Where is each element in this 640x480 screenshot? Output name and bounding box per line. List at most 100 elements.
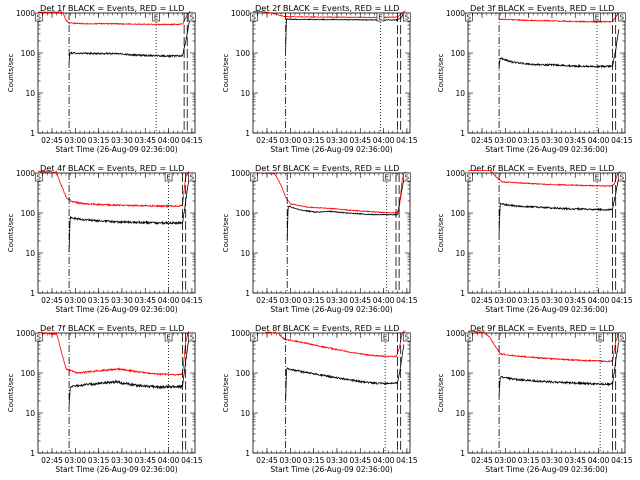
y-tick-label: 10 <box>240 89 250 98</box>
y-axis-label: Counts/sec <box>437 374 445 413</box>
x-tick-label: 02:45 <box>41 456 63 465</box>
y-axis-label: Counts/sec <box>7 54 15 93</box>
x-tick-label: 03:45 <box>564 136 586 145</box>
series-lld-line <box>38 170 190 209</box>
marker-box <box>593 172 601 182</box>
series-events-line <box>285 12 406 51</box>
y-tick-label: 1000 <box>446 329 465 338</box>
x-tick-label: 03:30 <box>326 136 348 145</box>
x-tick-label: 02:45 <box>41 296 63 305</box>
y-tick-label: 1 <box>460 449 465 458</box>
marker-label: E <box>383 334 387 342</box>
x-axis-label: Start Time (26-Aug-09 02:36:00) <box>55 305 177 314</box>
marker-label: E <box>154 14 158 22</box>
plot-frame <box>467 172 626 294</box>
x-tick-label: 04:15 <box>611 136 633 145</box>
x-tick-label: 04:15 <box>181 296 203 305</box>
y-tick-label: 10 <box>240 249 250 258</box>
panel-2f: Det 2f BLACK = Events, RED = LLD 1 10 100 10… <box>222 3 418 154</box>
series-events-line <box>498 176 620 234</box>
marker-box <box>188 332 196 342</box>
x-axis-label: Start Time (26-Aug-09 02:36:00) <box>485 465 607 474</box>
y-tick-label: 1 <box>30 289 35 298</box>
marker-label: E <box>166 334 170 342</box>
y-tick-label: 1000 <box>16 9 35 18</box>
y-tick-label: 100 <box>451 209 466 218</box>
panel-5f: Det 5f BLACK = Events, RED = LLD 1 10 100 10… <box>222 163 418 314</box>
marker-box <box>403 12 411 22</box>
x-tick-label: 04:15 <box>611 456 633 465</box>
series-lld-line <box>38 10 191 26</box>
panel-title: Det 3f BLACK = Events, RED = LLD <box>470 3 614 13</box>
marker-label: S <box>190 334 195 342</box>
x-tick-label: 03:30 <box>326 456 348 465</box>
x-tick-label: 04:00 <box>588 456 610 465</box>
y-tick-label: 100 <box>236 369 251 378</box>
x-tick-label: 03:30 <box>111 296 133 305</box>
series-events-line <box>68 15 191 62</box>
marker-box <box>464 332 473 342</box>
x-tick-label: 04:00 <box>588 136 610 145</box>
x-axis-label: Start Time (26-Aug-09 02:36:00) <box>270 305 392 314</box>
x-tick-label: 04:15 <box>396 136 418 145</box>
y-axis-label: Counts/sec <box>7 374 15 413</box>
y-tick-label: 1000 <box>446 9 465 18</box>
marker-box <box>376 12 385 22</box>
y-tick-label: 10 <box>25 89 35 98</box>
x-tick-label: 03:15 <box>303 296 325 305</box>
x-tick-label: 03:15 <box>88 296 110 305</box>
y-tick-label: 1000 <box>446 169 465 178</box>
marker-box <box>596 332 604 342</box>
x-tick-label: 03:00 <box>494 456 516 465</box>
x-tick-label: 03:00 <box>279 296 301 305</box>
x-axis-label: Start Time (26-Aug-09 02:36:00) <box>270 465 392 474</box>
panel-title: Det 2f BLACK = Events, RED = LLD <box>255 3 399 13</box>
x-tick-label: 03:45 <box>134 136 156 145</box>
x-tick-label: 03:45 <box>134 456 156 465</box>
marker-box <box>403 332 411 342</box>
x-tick-label: 02:45 <box>41 136 63 145</box>
y-axis-label: Counts/sec <box>222 374 230 413</box>
marker-label: S <box>252 174 257 182</box>
plot-frame <box>252 172 411 294</box>
marker-box <box>249 172 258 182</box>
marker-box <box>188 172 196 182</box>
plot-frame <box>37 172 196 294</box>
x-tick-label: 03:15 <box>518 296 540 305</box>
marker-box <box>249 332 258 342</box>
x-tick-label: 03:00 <box>64 136 86 145</box>
x-tick-label: 04:15 <box>396 296 418 305</box>
x-tick-label: 03:15 <box>88 136 110 145</box>
x-tick-label: 03:45 <box>349 456 371 465</box>
marker-label: S <box>252 14 257 22</box>
y-axis-label: Counts/sec <box>7 214 15 253</box>
marker-box <box>381 332 389 342</box>
y-tick-label: 100 <box>21 49 36 58</box>
x-axis-label: Start Time (26-Aug-09 02:36:00) <box>485 145 607 154</box>
marker-box <box>188 12 196 22</box>
series-events-line <box>285 344 405 402</box>
x-tick-label: 03:00 <box>494 136 516 145</box>
y-axis-label: Counts/sec <box>437 214 445 253</box>
x-tick-label: 02:45 <box>471 296 493 305</box>
x-tick-label: 03:45 <box>349 136 371 145</box>
y-axis-label: Counts/sec <box>222 54 230 93</box>
marker-label: S <box>37 334 42 342</box>
y-tick-label: 1 <box>245 129 250 138</box>
x-tick-label: 04:00 <box>373 136 395 145</box>
marker-label: E <box>598 334 602 342</box>
marker-label: S <box>467 14 472 22</box>
marker-box <box>34 172 43 182</box>
y-tick-label: 1 <box>245 289 250 298</box>
panel-title: Det 5f BLACK = Events, RED = LLD <box>255 163 399 173</box>
y-tick-label: 100 <box>236 209 251 218</box>
y-tick-label: 1 <box>30 449 35 458</box>
y-tick-label: 10 <box>25 409 35 418</box>
x-tick-label: 03:15 <box>518 456 540 465</box>
marker-label: S <box>405 174 410 182</box>
y-tick-label: 100 <box>451 369 466 378</box>
y-tick-label: 10 <box>25 249 35 258</box>
y-axis-label: Counts/sec <box>222 214 230 253</box>
y-tick-label: 10 <box>455 249 465 258</box>
